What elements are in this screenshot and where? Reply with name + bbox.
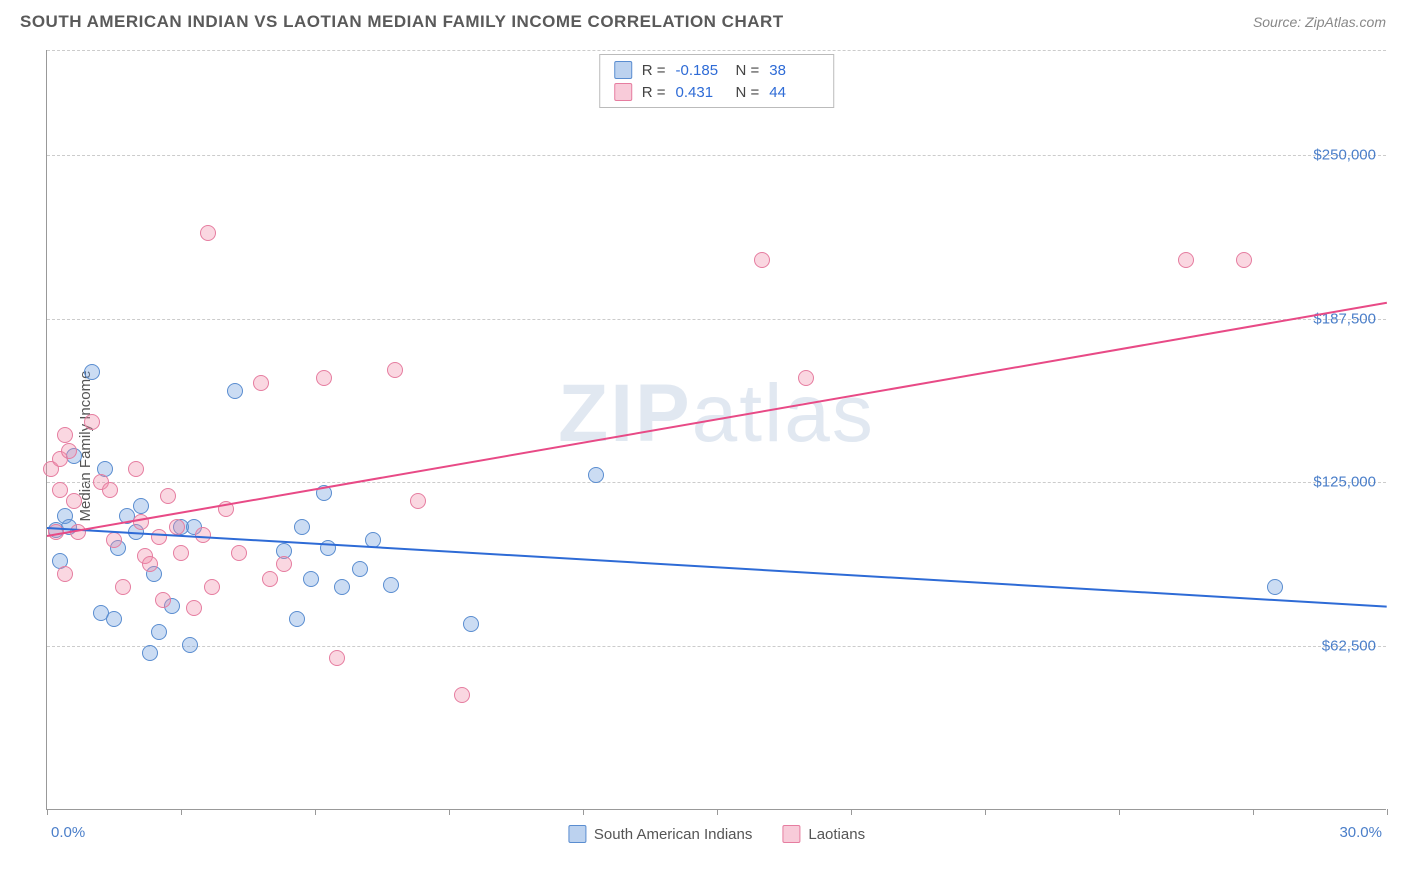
data-point bbox=[1267, 579, 1283, 595]
data-point bbox=[316, 370, 332, 386]
gridline bbox=[47, 155, 1386, 156]
data-point bbox=[204, 579, 220, 595]
y-tick-label: $250,000 bbox=[1313, 146, 1376, 163]
data-point bbox=[66, 493, 82, 509]
correlation-chart: ZIPatlas R = -0.185 N = 38 R = 0.431 N =… bbox=[46, 50, 1386, 810]
x-tick bbox=[851, 809, 852, 815]
x-tick bbox=[717, 809, 718, 815]
stats-row-blue: R = -0.185 N = 38 bbox=[614, 59, 820, 81]
trendline bbox=[47, 302, 1387, 537]
data-point bbox=[798, 370, 814, 386]
data-point bbox=[142, 645, 158, 661]
data-point bbox=[128, 461, 144, 477]
plot-area: ZIPatlas R = -0.185 N = 38 R = 0.431 N =… bbox=[46, 50, 1386, 810]
data-point bbox=[253, 375, 269, 391]
data-point bbox=[133, 498, 149, 514]
stats-r-label: R = bbox=[642, 84, 666, 101]
trendline bbox=[47, 527, 1387, 608]
watermark: ZIPatlas bbox=[558, 367, 875, 461]
data-point bbox=[588, 467, 604, 483]
data-point bbox=[84, 414, 100, 430]
x-tick bbox=[315, 809, 316, 815]
data-point bbox=[383, 577, 399, 593]
data-point bbox=[200, 225, 216, 241]
data-point bbox=[1236, 252, 1252, 268]
legend-bottom: South American Indians Laotians bbox=[568, 825, 865, 843]
data-point bbox=[410, 493, 426, 509]
data-point bbox=[387, 362, 403, 378]
stats-r-value-blue: -0.185 bbox=[676, 62, 726, 79]
data-point bbox=[151, 529, 167, 545]
x-tick bbox=[583, 809, 584, 815]
data-point bbox=[169, 519, 185, 535]
data-point bbox=[173, 545, 189, 561]
x-tick bbox=[1387, 809, 1388, 815]
stats-row-pink: R = 0.431 N = 44 bbox=[614, 81, 820, 103]
y-tick-label: $62,500 bbox=[1322, 638, 1376, 655]
data-point bbox=[155, 592, 171, 608]
x-tick bbox=[1253, 809, 1254, 815]
page-title: SOUTH AMERICAN INDIAN VS LAOTIAN MEDIAN … bbox=[20, 12, 784, 32]
data-point bbox=[276, 556, 292, 572]
data-point bbox=[61, 443, 77, 459]
data-point bbox=[106, 611, 122, 627]
legend-item-blue: South American Indians bbox=[568, 825, 752, 843]
data-point bbox=[106, 532, 122, 548]
data-point bbox=[754, 252, 770, 268]
source-attribution: Source: ZipAtlas.com bbox=[1253, 14, 1386, 30]
data-point bbox=[463, 616, 479, 632]
data-point bbox=[227, 383, 243, 399]
data-point bbox=[262, 571, 278, 587]
stats-r-label: R = bbox=[642, 62, 666, 79]
data-point bbox=[334, 579, 350, 595]
data-point bbox=[160, 488, 176, 504]
data-point bbox=[151, 624, 167, 640]
data-point bbox=[186, 600, 202, 616]
x-tick bbox=[47, 809, 48, 815]
x-tick bbox=[985, 809, 986, 815]
x-tick bbox=[449, 809, 450, 815]
stats-n-label: N = bbox=[736, 62, 760, 79]
gridline bbox=[47, 482, 1386, 483]
x-tick bbox=[181, 809, 182, 815]
stats-legend-box: R = -0.185 N = 38 R = 0.431 N = 44 bbox=[599, 54, 835, 108]
data-point bbox=[84, 364, 100, 380]
swatch-pink-icon bbox=[782, 825, 800, 843]
stats-n-value-pink: 44 bbox=[769, 84, 819, 101]
stats-r-value-pink: 0.431 bbox=[676, 84, 726, 101]
gridline bbox=[47, 646, 1386, 647]
data-point bbox=[115, 579, 131, 595]
data-point bbox=[329, 650, 345, 666]
legend-item-pink: Laotians bbox=[782, 825, 865, 843]
x-axis-max-label: 30.0% bbox=[1339, 824, 1382, 841]
data-point bbox=[454, 687, 470, 703]
y-tick-label: $125,000 bbox=[1313, 474, 1376, 491]
data-point bbox=[142, 556, 158, 572]
data-point bbox=[57, 427, 73, 443]
data-point bbox=[133, 514, 149, 530]
legend-label-blue: South American Indians bbox=[594, 826, 752, 843]
data-point bbox=[1178, 252, 1194, 268]
swatch-blue-icon bbox=[568, 825, 586, 843]
data-point bbox=[294, 519, 310, 535]
x-tick bbox=[1119, 809, 1120, 815]
data-point bbox=[102, 482, 118, 498]
data-point bbox=[303, 571, 319, 587]
gridline bbox=[47, 319, 1386, 320]
data-point bbox=[289, 611, 305, 627]
data-point bbox=[182, 637, 198, 653]
gridline bbox=[47, 50, 1386, 51]
stats-n-label: N = bbox=[736, 84, 760, 101]
data-point bbox=[195, 527, 211, 543]
swatch-pink-icon bbox=[614, 83, 632, 101]
data-point bbox=[231, 545, 247, 561]
stats-n-value-blue: 38 bbox=[769, 62, 819, 79]
legend-label-pink: Laotians bbox=[808, 826, 865, 843]
x-axis-min-label: 0.0% bbox=[51, 824, 85, 841]
data-point bbox=[57, 566, 73, 582]
data-point bbox=[352, 561, 368, 577]
swatch-blue-icon bbox=[614, 61, 632, 79]
